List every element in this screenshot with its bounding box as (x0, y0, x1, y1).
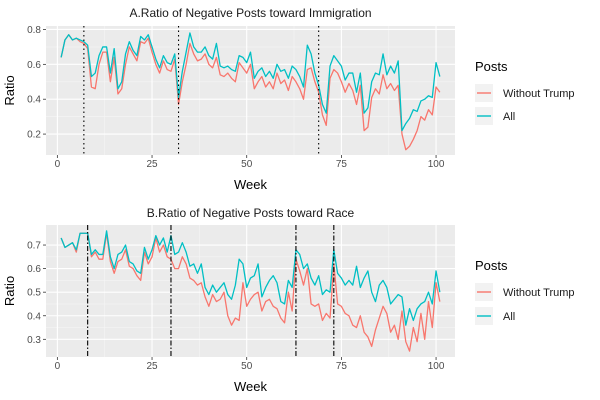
y-tick-label: 0.8 (27, 25, 41, 36)
series-line-all (60, 230, 441, 326)
y-tick-label: 0.5 (27, 288, 41, 299)
panel-b: 0 25 50 75 100 0.3 0.4 0.5 0.6 0.7 B.Ratio of Nega… (2, 206, 575, 394)
y-tick-label: 0.4 (27, 95, 41, 106)
panel-a: 0 25 50 75 100 0.2 0.4 0.6 0.8 A.Ratio of Negativ… (2, 6, 575, 192)
y-tick-label: 0.2 (27, 130, 41, 141)
x-tick-label: 100 (428, 361, 445, 372)
x-axis-label: Week (234, 379, 267, 394)
y-axis-label: Ratio (2, 276, 17, 306)
y-tick-label: 0.4 (27, 311, 41, 322)
series-line-without-trump (60, 232, 441, 352)
series-line-without-trump (60, 34, 441, 151)
y-axis-label: Ratio (2, 75, 17, 105)
x-tick-label: 50 (241, 159, 253, 170)
y-tick-label: 0.6 (27, 60, 41, 71)
chart-title: A.Ratio of Negative Posts toward Immigra… (129, 6, 371, 20)
y-tick-label: 0.6 (27, 264, 41, 275)
plot-background (46, 225, 455, 357)
legend-title: Posts (475, 59, 508, 74)
x-tick-label: 25 (146, 361, 158, 372)
legend: Posts Without Trump All (475, 258, 575, 325)
chart-title: B.Ratio of Negative Posts toward Race (147, 206, 355, 220)
y-tick-label: 0.7 (27, 241, 41, 252)
legend-label: All (503, 311, 515, 323)
legend: Posts Without Trump All (475, 59, 575, 125)
legend-label: Without Trump (503, 88, 575, 100)
x-tick-label: 25 (146, 159, 158, 170)
legend-label: Without Trump (503, 287, 575, 299)
x-tick-label: 50 (241, 361, 253, 372)
x-tick-label: 0 (55, 361, 61, 372)
x-tick-label: 75 (336, 159, 348, 170)
plot-background (46, 26, 455, 155)
legend-label: All (503, 111, 515, 123)
series-line-all (60, 32, 441, 132)
legend-title: Posts (475, 258, 508, 273)
x-tick-label: 0 (55, 159, 61, 170)
x-tick-label: 100 (428, 159, 445, 170)
x-tick-label: 75 (336, 361, 348, 372)
y-tick-label: 0.3 (27, 335, 41, 346)
x-axis-label: Week (234, 177, 267, 192)
